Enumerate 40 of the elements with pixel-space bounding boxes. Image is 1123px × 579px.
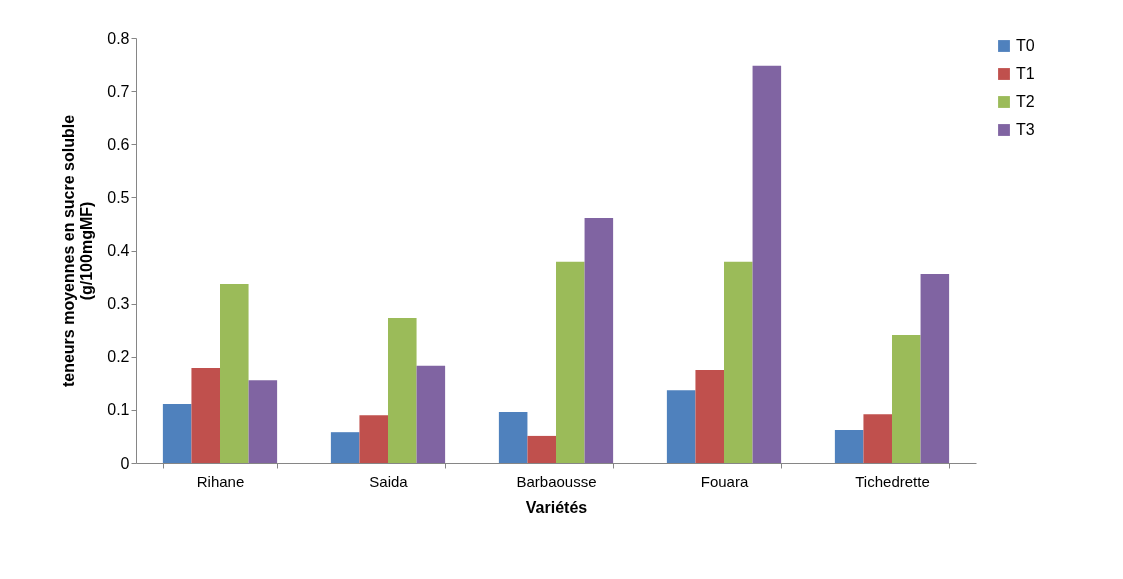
bar — [330, 432, 360, 463]
y-tick-label: 0.7 — [107, 82, 130, 100]
x-tick-label: Rihane — [196, 472, 245, 490]
bar — [498, 412, 528, 463]
y-tick-label: 0.5 — [107, 188, 130, 206]
y-tick-label: 0.3 — [107, 295, 130, 313]
legend-label: T3 — [1016, 121, 1035, 138]
legend-label: T2 — [1016, 93, 1035, 110]
x-tick-label: Fouara — [700, 472, 749, 490]
bar — [666, 390, 696, 463]
bar — [584, 218, 614, 463]
bar — [388, 317, 417, 463]
x-tick-label: Barbaousse — [516, 472, 597, 490]
y-tick-label: 0.8 — [107, 29, 130, 47]
y-tick-label: 0.1 — [107, 401, 130, 419]
bar — [863, 414, 892, 463]
bar — [556, 261, 585, 463]
bar — [752, 65, 782, 463]
bar — [724, 261, 753, 463]
bar — [920, 273, 950, 463]
bar — [416, 365, 446, 463]
bar — [220, 283, 249, 463]
x-tick-label: Tichedrette — [855, 472, 930, 490]
bar — [359, 415, 388, 463]
bar — [834, 430, 864, 463]
bar — [527, 435, 556, 463]
bar — [248, 380, 278, 463]
legend-label: T1 — [1016, 65, 1035, 82]
bar — [162, 404, 192, 463]
bar — [695, 370, 724, 463]
legend-label: T0 — [1016, 37, 1035, 54]
bar — [191, 367, 220, 463]
x-tick-label: Saida — [369, 472, 409, 490]
y-tick-label: 0.6 — [107, 135, 130, 153]
y-tick-label: 0 — [120, 454, 130, 472]
x-axis-title: Variétés — [525, 498, 588, 516]
y-tick-label: 0.4 — [107, 242, 130, 259]
y-axis-title: teneurs moyennes en sucre soluble (g/100mgMF) — [60, 114, 96, 388]
bar — [892, 334, 921, 463]
y-tick-label: 0.2 — [107, 348, 130, 366]
